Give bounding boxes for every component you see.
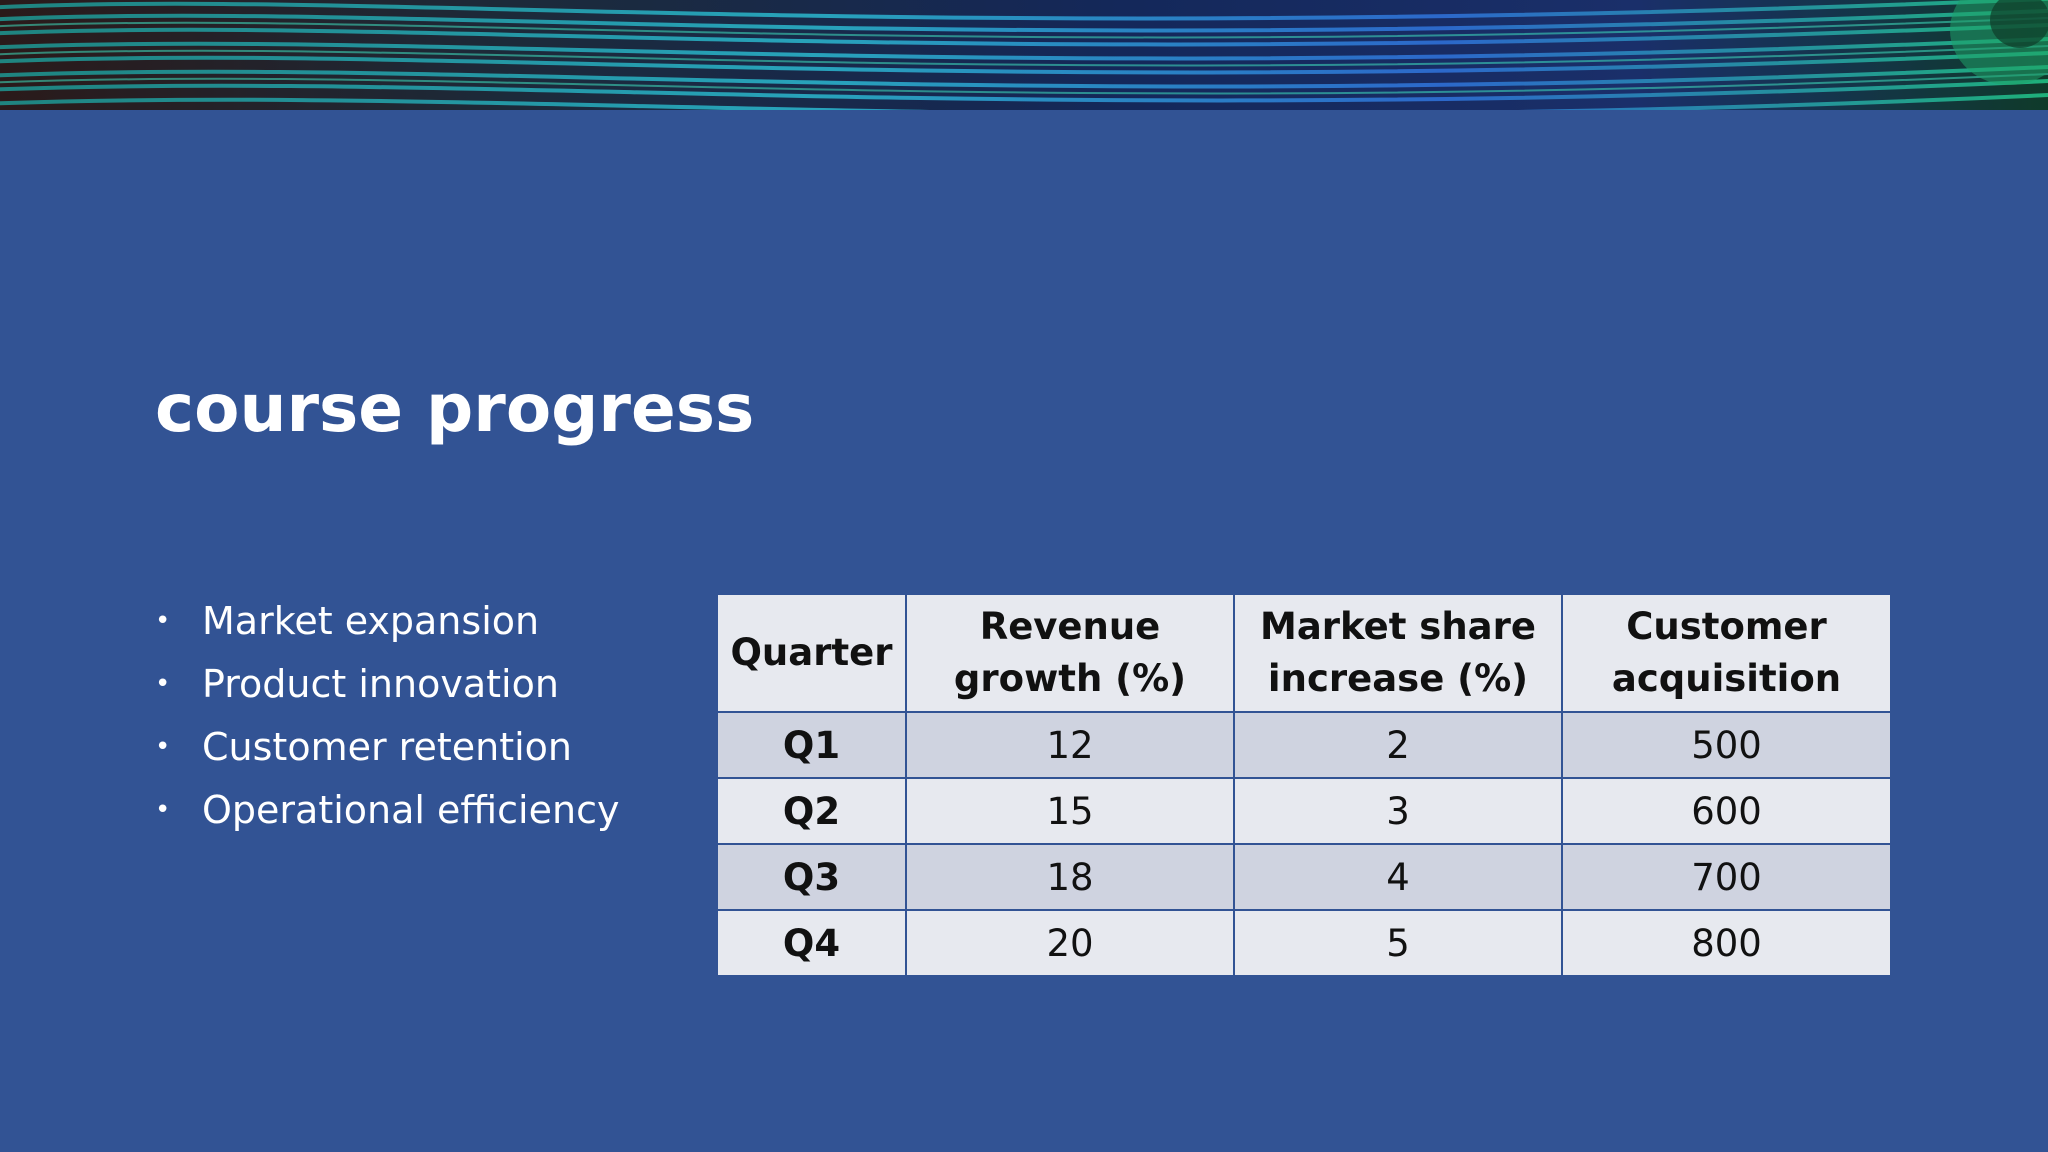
table-cell-quarter: Q2 bbox=[716, 777, 907, 845]
table-cell: 3 bbox=[1233, 777, 1563, 845]
table-cell: 12 bbox=[905, 711, 1235, 779]
table-cell-quarter: Q4 bbox=[716, 909, 907, 977]
bullet-item: • Product innovation bbox=[155, 653, 619, 716]
bullet-text: Operational efficiency bbox=[202, 788, 620, 832]
header-market-share-increase: Market share increase (%) bbox=[1233, 593, 1563, 713]
table-cell: 18 bbox=[905, 843, 1235, 911]
bullet-text: Customer retention bbox=[202, 725, 572, 769]
bullet-item: • Customer retention bbox=[155, 716, 619, 779]
table-cell: 700 bbox=[1561, 843, 1892, 911]
table-row: Q2 15 3 600 bbox=[716, 777, 1892, 845]
header-revenue-growth: Revenue growth (%) bbox=[905, 593, 1235, 713]
peacock-feather-banner-image bbox=[0, 0, 2048, 110]
bullet-list: • Market expansion • Product innovation … bbox=[155, 590, 619, 842]
bullet-dot-icon: • bbox=[155, 732, 171, 762]
table-cell: 5 bbox=[1233, 909, 1563, 977]
bullet-dot-icon: • bbox=[155, 669, 171, 699]
bullet-text: Market expansion bbox=[202, 599, 540, 643]
header-customer-acquisition: Customer acquisition bbox=[1561, 593, 1892, 713]
table-row: Q1 12 2 500 bbox=[716, 711, 1892, 779]
table-cell: 2 bbox=[1233, 711, 1563, 779]
table-cell: 600 bbox=[1561, 777, 1892, 845]
bullet-item: • Operational efficiency bbox=[155, 779, 619, 842]
table-cell-quarter: Q3 bbox=[716, 843, 907, 911]
table-header-row: Quarter Revenue growth (%) Market share … bbox=[716, 593, 1892, 713]
table-cell: 20 bbox=[905, 909, 1235, 977]
bullet-text: Product innovation bbox=[202, 662, 559, 706]
table-row: Q4 20 5 800 bbox=[716, 909, 1892, 977]
slide-title: course progress bbox=[155, 370, 755, 447]
bullet-dot-icon: • bbox=[155, 606, 171, 636]
bullet-item: • Market expansion bbox=[155, 590, 619, 653]
quarterly-metrics-table: Quarter Revenue growth (%) Market share … bbox=[716, 593, 1892, 977]
header-quarter: Quarter bbox=[716, 593, 907, 713]
table-row: Q3 18 4 700 bbox=[716, 843, 1892, 911]
table-cell: 4 bbox=[1233, 843, 1563, 911]
table-cell: 800 bbox=[1561, 909, 1892, 977]
table-cell: 500 bbox=[1561, 711, 1892, 779]
table-cell-quarter: Q1 bbox=[716, 711, 907, 779]
table-cell: 15 bbox=[905, 777, 1235, 845]
bullet-dot-icon: • bbox=[155, 795, 171, 825]
